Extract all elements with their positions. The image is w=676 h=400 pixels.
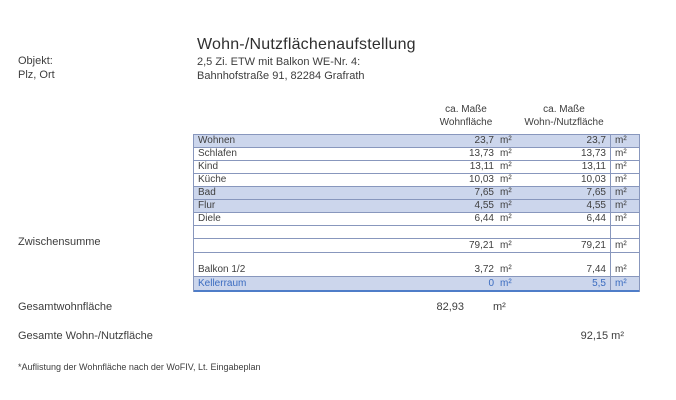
gesamtwohnflaeche-label: Gesamtwohnfläche — [18, 301, 113, 313]
wohnflaeche-value: 13,11 — [469, 161, 494, 172]
room-label: Diele — [198, 213, 221, 224]
unit-cell: m² — [500, 161, 512, 172]
unit-cell: m² — [610, 200, 639, 212]
gesamt-wohn-nutzflaeche-value: 92,15 m² — [580, 330, 624, 342]
wohnflaeche-value: 13,73 — [468, 148, 494, 159]
column-header-wohn-nutzflaeche: ca. Maße Wohn-/Nutzfläche — [512, 104, 616, 129]
wohnflaeche-value: 6,44 — [474, 213, 494, 224]
table-row-schlafen: Schlafen 13,73 m² 13,73 m² — [194, 148, 639, 161]
wohnflaeche-value: 10,03 — [468, 174, 494, 185]
column-header-wohnflaeche: ca. Maße Wohnfläche — [420, 104, 512, 129]
table-row-empty — [194, 226, 639, 239]
room-label: Kellerraum — [198, 278, 247, 289]
column-header-wohnflaeche-label: Wohnfläche — [439, 116, 493, 128]
table-row-kellerraum: Kellerraum 0 m² 5,5 m² — [194, 277, 639, 292]
unit-cell: m² — [500, 213, 512, 224]
unit-cell: m² — [610, 148, 639, 160]
nutzflaeche-value: 4,55 — [586, 200, 606, 211]
unit-cell: m² — [610, 239, 639, 252]
plz-ort-label: Plz, Ort — [18, 69, 55, 81]
gesamtwohnflaeche-unit: m² — [493, 301, 506, 313]
unit-cell: m² — [610, 213, 639, 225]
nutzflaeche-value: 5,5 — [592, 278, 606, 289]
wohnflaeche-value: 23,7 — [474, 135, 494, 146]
unit-cell: m² — [500, 187, 512, 198]
wohnflaeche-value: 3,72 — [474, 264, 494, 275]
object-description: 2,5 Zi. ETW mit Balkon WE-Nr. 4: — [197, 56, 361, 68]
gesamtwohnflaeche-value: 82,93 — [436, 301, 464, 313]
table-row-kind: Kind 13,11 m² 13,11 m² — [194, 161, 639, 174]
nutzflaeche-value: 6,44 — [586, 213, 606, 224]
unit-cell: m² — [610, 174, 639, 186]
zwischensumme-label: Zwischensumme — [18, 236, 101, 248]
object-label: Objekt: — [18, 55, 53, 67]
table-row-bad: Bad 7,65 m² 7,65 m² — [194, 187, 639, 200]
nutzflaeche-value: 13,11 — [581, 161, 606, 172]
unit-cell: m² — [500, 200, 512, 211]
room-label: Bad — [198, 187, 216, 198]
nutzflaeche-value: 7,65 — [586, 187, 606, 198]
table-row-diele: Diele 6,44 m² 6,44 m² — [194, 213, 639, 226]
table-row-balkon: Balkon 1/2 3,72 m² 7,44 m² — [194, 263, 639, 277]
table-row-wohnen: Wohnen 23,7 m² 23,7 m² — [194, 135, 639, 148]
unit-cell: m² — [500, 174, 512, 185]
table-row-spacer — [194, 253, 639, 263]
column-header-wohn-nutzflaeche-label: Wohn-/Nutzfläche — [524, 116, 604, 128]
room-label: Kind — [198, 161, 219, 172]
room-label: Schlafen — [198, 148, 237, 159]
unit-cell: m² — [500, 264, 512, 275]
zwischensumme-nutzflaeche-value: 79,21 — [580, 240, 606, 251]
table-row-zwischensumme: 79,21 m² 79,21 m² — [194, 239, 639, 253]
unit-cell: m² — [500, 278, 512, 289]
unit-cell: m² — [610, 135, 639, 147]
unit-cell: m² — [500, 135, 512, 146]
wohnflaeche-value: 7,65 — [474, 187, 494, 198]
unit-cell: m² — [610, 263, 639, 276]
page-title: Wohn-/Nutzflächenaufstellung — [197, 36, 416, 53]
nutzflaeche-value: 7,44 — [586, 264, 606, 275]
column-header-ca-masse-2: ca. Maße — [543, 104, 585, 115]
room-label: Balkon 1/2 — [198, 264, 246, 275]
table-row-kueche: Küche 10,03 m² 10,03 m² — [194, 174, 639, 187]
nutzflaeche-value: 23,7 — [586, 135, 606, 146]
footnote: *Auflistung der Wohnfläche nach der WoFI… — [18, 362, 261, 372]
unit-cell: m² — [500, 240, 512, 251]
unit-cell: m² — [610, 161, 639, 173]
gesamt-wohn-nutzflaeche-label: Gesamte Wohn-/Nutzfläche — [18, 330, 153, 342]
unit-cell: m² — [610, 187, 639, 199]
object-address: Bahnhofstraße 91, 82284 Grafrath — [197, 70, 365, 82]
wohnflaeche-value: 0 — [488, 278, 494, 289]
nutzflaeche-value: 13,73 — [580, 148, 606, 159]
room-label: Flur — [198, 200, 216, 211]
wohnflaeche-value: 4,55 — [474, 200, 494, 211]
area-table: Wohnen 23,7 m² 23,7 m² Schlafen 13,73 m²… — [193, 134, 640, 292]
column-header-ca-masse-1: ca. Maße — [445, 104, 487, 115]
room-label: Wohnen — [198, 135, 236, 146]
nutzflaeche-value: 10,03 — [580, 174, 606, 185]
unit-cell: m² — [500, 148, 512, 159]
table-row-flur: Flur 4,55 m² 4,55 m² — [194, 200, 639, 213]
unit-cell: m² — [610, 277, 639, 290]
zwischensumme-wohnflaeche-value: 79,21 — [468, 240, 494, 251]
room-label: Küche — [198, 174, 227, 185]
